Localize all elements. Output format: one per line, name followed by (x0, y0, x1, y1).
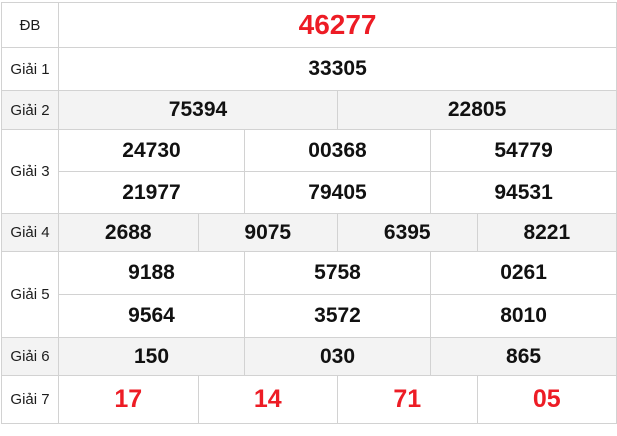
prize-number-prize-2-1: 75394 (58, 90, 338, 130)
prize-number-prize-6-2: 030 (244, 337, 431, 376)
prize-number-prize-5-2: 5758 (244, 251, 431, 295)
prize-number-prize-4-1: 2688 (58, 213, 199, 252)
prize-label-prize-4: Giải 4 (1, 213, 59, 252)
table-row-prize-5-line-1: Giải 5 9188 5758 0261 (1, 251, 617, 338)
prize-label-prize-3: Giải 3 (1, 129, 59, 214)
lottery-results-table: ĐB 46277 Giải 1 33305 Giải 2 75394 22805 Giải 3… (1, 2, 617, 424)
prize-number-prize-4-3: 6395 (337, 213, 478, 252)
table-row-prize-3-line-1: Giải 3 24730 00368 54779 (1, 129, 617, 214)
prize-number-prize-3-13: 94531 (429, 171, 617, 214)
lottery-results-body: ĐB 46277 Giải 1 33305 Giải 2 75394 22805 Giải 3… (1, 2, 617, 424)
table-row-prize-5-line-2: 9564 3572 8010 (2, 294, 617, 338)
table-row-prize-1: Giải 1 33305 (1, 47, 617, 91)
prize-number-prize-4-4: 8221 (476, 213, 617, 252)
prize-number-prize-3-2: 00368 (244, 129, 431, 172)
prize-number-prize-6-3: 865 (429, 337, 617, 376)
prize-number-prize-5-3: 0261 (429, 251, 617, 295)
prize-number-prize-3-3: 54779 (429, 129, 617, 172)
prize-number-prize-1-1: 33305 (57, 47, 617, 91)
prize-label-prize-5: Giải 5 (1, 251, 59, 338)
table-row-prize-6: Giải 6 150 030 865 (1, 337, 617, 376)
prize-number-prize-7-3: 71 (337, 375, 478, 424)
prize-number-prize-7-1: 17 (58, 375, 199, 424)
prize-number-special-prize-1: 46277 (57, 2, 617, 48)
prize-number-prize-5-11: 9564 (58, 294, 245, 338)
table-row-prize-3-line-2: 21977 79405 94531 (2, 171, 617, 214)
prize-number-prize-2-2: 22805 (336, 90, 617, 130)
prize-label-prize-6: Giải 6 (1, 337, 59, 376)
prize-number-prize-3-12: 79405 (244, 171, 431, 214)
prize-number-prize-4-2: 9075 (197, 213, 338, 252)
table-row-prize-7: Giải 7 17 14 71 05 (1, 375, 617, 424)
prize-number-prize-7-4: 05 (476, 375, 617, 424)
prize-number-prize-3-1: 24730 (58, 129, 245, 172)
prize-label-prize-7: Giải 7 (1, 375, 59, 424)
prize-label-special-prize: ĐB (1, 2, 59, 48)
table-row-special-prize: ĐB 46277 (1, 2, 617, 48)
prize-number-prize-3-11: 21977 (58, 171, 245, 214)
prize-number-prize-7-2: 14 (197, 375, 338, 424)
prize-number-prize-5-12: 3572 (244, 294, 431, 338)
prize-label-prize-2: Giải 2 (1, 90, 59, 130)
prize-number-prize-5-1: 9188 (58, 251, 245, 295)
prize-number-prize-6-1: 150 (58, 337, 245, 376)
table-row-prize-2: Giải 2 75394 22805 (1, 90, 617, 130)
table-row-prize-4: Giải 4 2688 9075 6395 8221 (1, 213, 617, 252)
prize-label-prize-1: Giải 1 (1, 47, 59, 91)
prize-number-prize-5-13: 8010 (429, 294, 617, 338)
